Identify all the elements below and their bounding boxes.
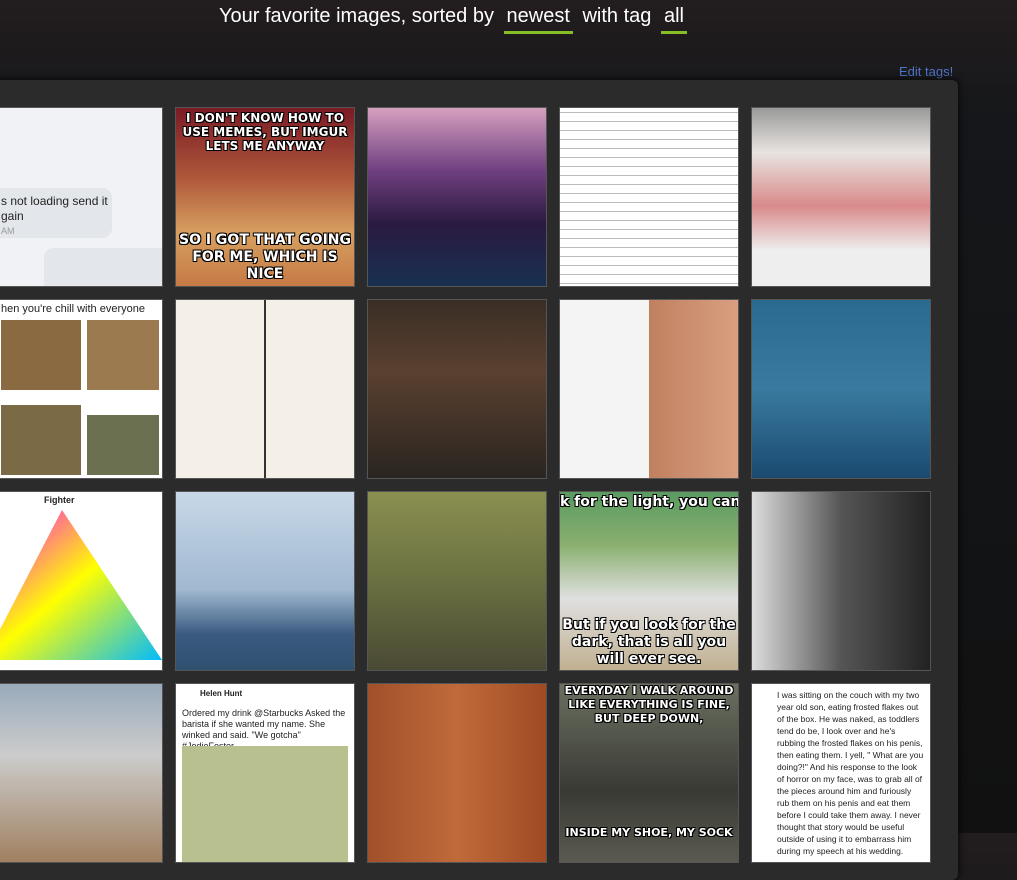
thumbnail[interactable] bbox=[367, 107, 547, 287]
tile-text: EVERYDAY I WALK AROUND LIKE EVERYTHING I… bbox=[564, 684, 734, 725]
thumbnail[interactable]: I was sitting on the couch with my two y… bbox=[751, 683, 931, 863]
thumbnail[interactable]: k for the light, you can oft But if you … bbox=[559, 491, 739, 671]
thumbnail[interactable]: hen you're chill with everyone bbox=[0, 299, 163, 479]
tile-text: AM bbox=[1, 226, 15, 236]
tile-text: s not loading send it bbox=[1, 194, 108, 208]
tile-text: Fighter bbox=[44, 495, 75, 505]
tag-selector[interactable]: all bbox=[660, 5, 687, 34]
tile-text: But if you look for the dark, that is al… bbox=[562, 617, 736, 667]
header: Your favorite images, sorted by newest w… bbox=[0, 5, 910, 34]
thumbnail[interactable]: s not loading send it gain AM bbox=[0, 107, 163, 287]
thumbnail[interactable] bbox=[751, 299, 931, 479]
tile-text: hen you're chill with everyone bbox=[1, 303, 145, 315]
thumbnail[interactable] bbox=[175, 491, 355, 671]
thumbnail[interactable] bbox=[559, 299, 739, 479]
thumbnail[interactable] bbox=[559, 107, 739, 287]
tile-text: SO I GOT THAT GOING FOR ME, WHICH IS NIC… bbox=[178, 232, 351, 282]
tile-text: gain bbox=[1, 209, 24, 223]
thumbnail[interactable] bbox=[367, 491, 547, 671]
edit-tags-link[interactable]: Edit tags! bbox=[899, 64, 954, 79]
tile-text: I DON'T KNOW HOW TO USE MEMES, BUT IMGUR… bbox=[182, 111, 348, 153]
thumbnail[interactable] bbox=[751, 107, 931, 287]
thumbnail[interactable] bbox=[367, 299, 547, 479]
thumbnail[interactable] bbox=[751, 491, 931, 671]
tile-text: I was sitting on the couch with my two y… bbox=[777, 690, 924, 856]
header-middle: with tag bbox=[582, 5, 652, 27]
thumbnail[interactable]: Helen Hunt Ordered my drink @Starbucks A… bbox=[175, 683, 355, 863]
thumbnail[interactable]: EVERYDAY I WALK AROUND LIKE EVERYTHING I… bbox=[559, 683, 739, 863]
thumbnail[interactable]: I DON'T KNOW HOW TO USE MEMES, BUT IMGUR… bbox=[175, 107, 355, 287]
tile-text: Helen Hunt bbox=[200, 689, 243, 698]
header-prefix: Your favorite images, sorted by bbox=[219, 5, 494, 27]
tile-text: k for the light, you can oft bbox=[560, 494, 739, 510]
thumbnail[interactable] bbox=[367, 683, 547, 863]
sort-selector[interactable]: newest bbox=[503, 5, 573, 34]
thumbnail[interactable]: Fighter bbox=[0, 491, 163, 671]
thumbnail[interactable] bbox=[0, 683, 163, 863]
thumbnail[interactable] bbox=[175, 299, 355, 479]
